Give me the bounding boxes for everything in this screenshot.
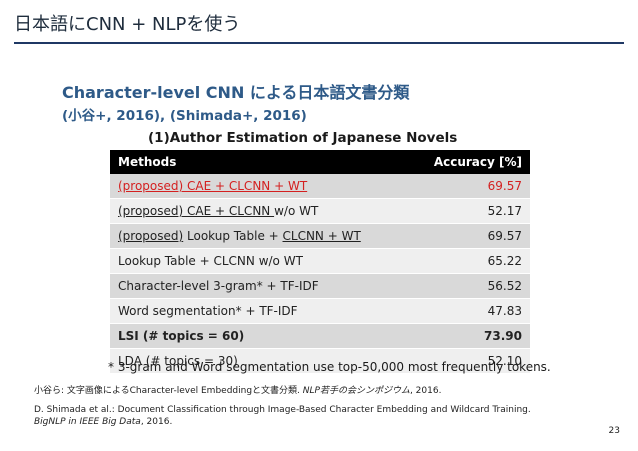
- method-cell: Character-level 3-gram* + TF-IDF: [110, 273, 410, 299]
- method-text-u2: CLCNN + WT: [282, 229, 361, 243]
- results-table: Methods Accuracy [%] (proposed) CAE + CL…: [110, 150, 530, 374]
- table-caption: (1)Author Estimation of Japanese Novels: [148, 130, 458, 146]
- table-row: LDA (# topics = 30) 52.10: [110, 348, 530, 374]
- method-cell: LSI (# topics = 60): [110, 323, 410, 349]
- method-text-pre: Lookup Table + CLCNN w/o WT: [118, 254, 303, 268]
- accuracy-cell: 52.10: [409, 348, 530, 374]
- accuracy-cell: 56.52: [409, 273, 530, 299]
- accuracy-cell: 47.83: [409, 298, 530, 324]
- accuracy-cell: 69.57: [409, 223, 530, 249]
- method-cell: (proposed) CAE + CLCNN + WT: [110, 174, 410, 199]
- method-text-pre: Word segmentation* + TF-IDF: [118, 304, 298, 318]
- ref1-venue: NLP若手の会シンポジウム: [302, 386, 410, 396]
- ref2-venue: BigNLP in IEEE Big Data: [34, 417, 141, 427]
- citation-subheading: (小谷+, 2016), (Shimada+, 2016): [62, 108, 307, 124]
- method-text-u1: (proposed): [118, 229, 184, 243]
- section-heading: Character-level CNN による日本語文書分類: [62, 83, 410, 102]
- table-row: Character-level 3-gram* + TF-IDF 56.52: [110, 273, 530, 299]
- ref2-year: , 2016.: [140, 417, 173, 427]
- table-row: Word segmentation* + TF-IDF 47.83: [110, 298, 530, 324]
- method-text-pre: LDA (# topics = 30): [118, 354, 238, 368]
- method-cell: Word segmentation* + TF-IDF: [110, 298, 410, 324]
- footnote: * 3-gram and Word segmentation use top-5…: [108, 360, 551, 374]
- table-header-row: Methods Accuracy [%]: [110, 150, 530, 174]
- method-text-u1: (proposed) CAE + CLCNN + WT: [118, 179, 308, 193]
- table-row: Lookup Table + CLCNN w/o WT 65.22: [110, 248, 530, 274]
- method-cell: (proposed) Lookup Table + CLCNN + WT: [110, 223, 410, 249]
- ref2-main: D. Shimada et al.: Document Classificati…: [34, 405, 531, 415]
- accuracy-cell: 52.17: [409, 198, 530, 224]
- reference-2: D. Shimada et al.: Document Classificati…: [34, 404, 531, 428]
- accuracy-cell: 73.90: [409, 323, 530, 349]
- table-row: (proposed) Lookup Table + CLCNN + WT 69.5…: [110, 223, 530, 249]
- method-cell: Lookup Table + CLCNN w/o WT: [110, 248, 410, 274]
- title-divider: [14, 42, 624, 44]
- method-text-mid: w/o WT: [274, 204, 319, 218]
- method-cell: LDA (# topics = 30): [110, 348, 410, 374]
- page-number: 23: [608, 426, 620, 436]
- method-text-pre: LSI (# topics = 60): [118, 329, 245, 343]
- header-methods: Methods: [110, 150, 410, 174]
- accuracy-cell: 65.22: [409, 248, 530, 274]
- reference-1: 小谷ら: 文字画像によるCharacter-level Embeddingと文書…: [34, 383, 441, 396]
- method-cell: (proposed) CAE + CLCNN w/o WT: [110, 198, 410, 224]
- header-accuracy: Accuracy [%]: [409, 150, 530, 174]
- table-row: (proposed) CAE + CLCNN + WT 69.57: [110, 174, 530, 199]
- method-text-u1: (proposed) CAE + CLCNN: [118, 204, 275, 218]
- slide-title: 日本語にCNN + NLPを使う: [14, 14, 241, 35]
- ref1-main: 小谷ら: 文字画像によるCharacter-level Embeddingと文書…: [34, 386, 303, 396]
- table-body: (proposed) CAE + CLCNN + WT 69.57 (propose…: [110, 174, 530, 374]
- table-row: (proposed) CAE + CLCNN w/o WT 52.17: [110, 198, 530, 224]
- method-text-mid: Lookup Table +: [183, 229, 283, 243]
- accuracy-cell: 69.57: [409, 174, 530, 199]
- ref1-year: , 2016.: [409, 386, 442, 396]
- method-text-pre: Character-level 3-gram* + TF-IDF: [118, 279, 319, 293]
- table-row: LSI (# topics = 60) 73.90: [110, 323, 530, 349]
